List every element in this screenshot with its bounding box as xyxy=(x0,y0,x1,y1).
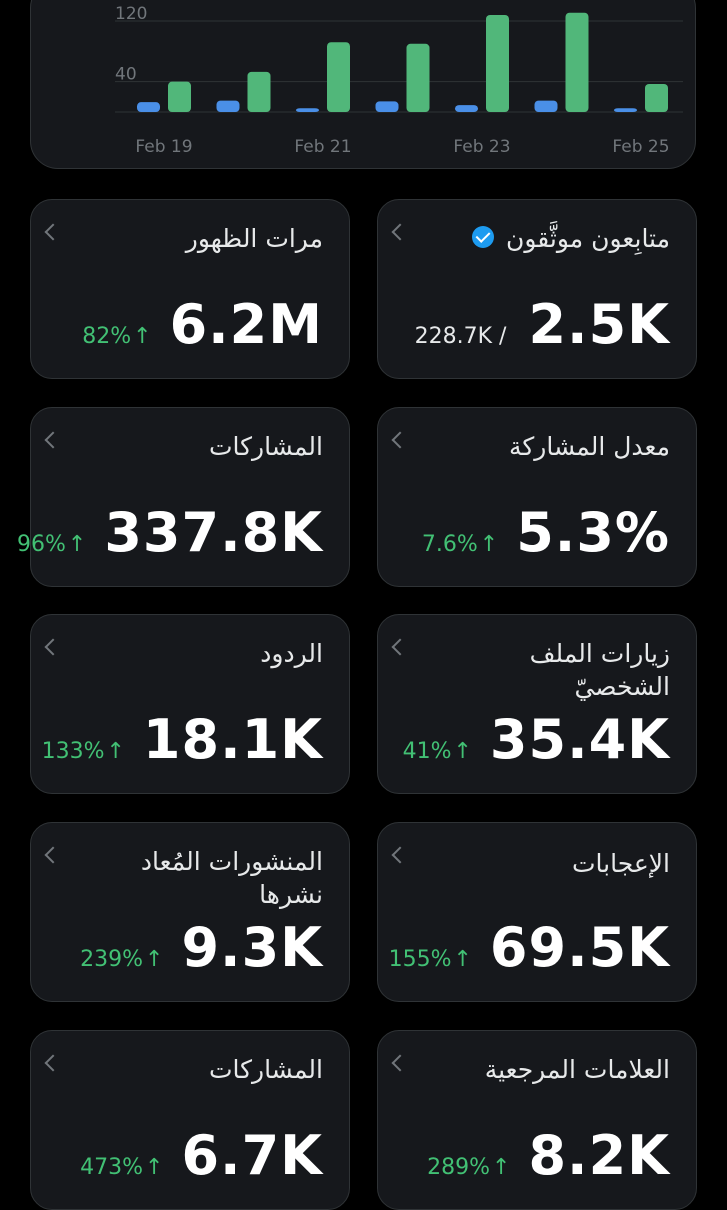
total-followers: 228.7K / xyxy=(414,324,507,349)
chevron-left-icon xyxy=(391,638,409,656)
bar xyxy=(645,83,668,112)
card-engagement-rate[interactable]: معدل المشاركة 7.6%↑ 5.3% xyxy=(377,407,697,587)
up-arrow-icon: ↑ xyxy=(453,739,472,764)
card-likes[interactable]: الإعجابات 155%↑ 69.5K xyxy=(377,822,697,1002)
x-tick-label: Feb 21 xyxy=(294,137,351,157)
card-title: المشاركات xyxy=(208,432,323,461)
y-tick-label: 40 xyxy=(115,65,137,85)
up-arrow-icon: ↑ xyxy=(145,1155,164,1180)
card-title: مرات الظهور xyxy=(185,224,323,253)
up-arrow-icon: ↑ xyxy=(67,532,87,557)
chevron-left-icon xyxy=(44,1054,62,1072)
metric-value: 337.8K xyxy=(104,501,323,564)
card-bookmarks[interactable]: العلامات المرجعية 289%↑ 8.2K xyxy=(377,1030,697,1210)
bar xyxy=(247,71,271,112)
change-label: 155%↑ xyxy=(388,947,472,972)
up-arrow-icon: ↑ xyxy=(145,947,164,972)
up-arrow-icon: ↑ xyxy=(479,532,499,557)
up-arrow-icon: ↑ xyxy=(453,947,472,972)
chevron-left-icon xyxy=(44,223,62,241)
chevron-left-icon xyxy=(44,431,62,449)
card-title: زيارات الملف الشخصيّ xyxy=(529,639,670,701)
change-label: 473%↑ xyxy=(80,1155,164,1180)
metric-value: 18.1K xyxy=(142,708,323,771)
bar xyxy=(534,100,558,112)
chevron-left-icon xyxy=(391,431,409,449)
change-label: 82%↑ xyxy=(82,324,152,349)
bar xyxy=(216,100,240,112)
y-tick-label: 120 xyxy=(115,4,147,24)
metric-value: 6.7K xyxy=(181,1124,323,1187)
card-profile-visits[interactable]: زيارات الملف الشخصيّ 41%↑ 35.4K xyxy=(377,614,697,794)
chevron-left-icon xyxy=(391,223,409,241)
card-title: الإعجابات xyxy=(572,849,670,878)
impressions-bar-chart: 120 40 Feb 19 Feb 21 Feb 23 Feb 25 xyxy=(115,4,683,157)
metric-value: 69.5K xyxy=(489,916,670,979)
card-reposts[interactable]: المنشورات المُعاد نشرها 239%↑ 9.3K xyxy=(30,822,350,1002)
metric-value: 35.4K xyxy=(489,708,670,771)
up-arrow-icon: ↑ xyxy=(106,739,125,764)
bar xyxy=(375,101,399,112)
up-arrow-icon: ↑ xyxy=(492,1155,511,1180)
card-title: المشاركات xyxy=(208,1055,323,1084)
metric-value: 8.2K xyxy=(528,1124,670,1187)
card-title: متابِعون موثَّقون xyxy=(420,222,670,255)
card-title: معدل المشاركة xyxy=(509,432,670,461)
bar xyxy=(455,105,478,112)
card-title: العلامات المرجعية xyxy=(484,1055,670,1084)
change-label: 133%↑ xyxy=(41,739,125,764)
card-verified-followers[interactable]: متابِعون موثَّقون 228.7K / 2.5K xyxy=(377,199,697,379)
change-label: 239%↑ xyxy=(80,947,164,972)
chevron-left-icon xyxy=(44,638,62,656)
change-label: 41%↑ xyxy=(402,739,472,764)
x-tick-label: Feb 25 xyxy=(612,137,669,157)
change-label: 7.6%↑ xyxy=(421,532,499,557)
metric-value: 5.3% xyxy=(516,501,670,564)
impressions-chart-card: 120 40 Feb 19 Feb 21 Feb 23 Feb 25 xyxy=(30,0,696,169)
x-tick-label: Feb 23 xyxy=(453,137,510,157)
bar xyxy=(406,43,430,112)
bar xyxy=(486,14,509,113)
chevron-left-icon xyxy=(391,846,409,864)
bar xyxy=(614,108,637,112)
card-title: الردود xyxy=(260,639,323,668)
change-label: 289%↑ xyxy=(427,1155,511,1180)
card-replies[interactable]: الردود 133%↑ 18.1K xyxy=(30,614,350,794)
card-title: المنشورات المُعاد نشرها xyxy=(140,847,323,909)
metric-value: 6.2M xyxy=(169,293,323,356)
card-engagements[interactable]: المشاركات 96%↑ 337.8K xyxy=(17,407,350,587)
change-label: 96%↑ xyxy=(17,532,87,557)
chevron-left-icon xyxy=(44,846,62,864)
up-arrow-icon: ↑ xyxy=(133,324,152,349)
bar xyxy=(565,12,589,113)
verified-badge-icon xyxy=(472,226,495,248)
x-tick-label: Feb 19 xyxy=(135,137,192,157)
chevron-left-icon xyxy=(391,1054,409,1072)
bar xyxy=(327,42,350,112)
card-impressions[interactable]: مرات الظهور 82%↑ 6.2M xyxy=(30,199,350,379)
bar xyxy=(168,81,191,112)
metric-value: 2.5K xyxy=(528,293,670,356)
metric-value: 9.3K xyxy=(181,916,323,979)
bar xyxy=(296,108,319,112)
card-shares[interactable]: المشاركات 473%↑ 6.7K xyxy=(30,1030,350,1210)
bar xyxy=(137,102,160,112)
